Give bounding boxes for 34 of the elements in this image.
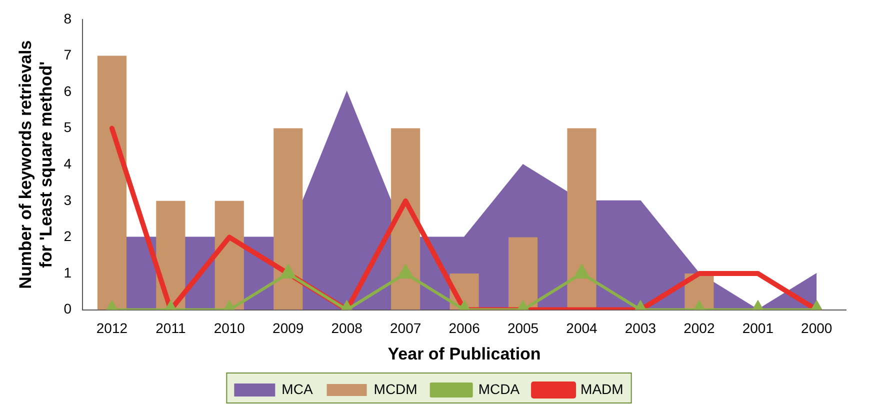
y-tick-label: 7: [64, 46, 72, 63]
bar: [508, 237, 538, 310]
bar: [97, 56, 126, 310]
x-tick-label: 2004: [566, 320, 598, 336]
x-tick-label: 2010: [214, 320, 246, 336]
bar: [391, 128, 420, 310]
y-tick-label: 3: [64, 192, 72, 208]
y-tick-label: 4: [64, 155, 72, 172]
x-tick-label: 2011: [156, 320, 186, 336]
x-tick-label: 2009: [272, 320, 304, 336]
x-tick-label: 2003: [624, 320, 656, 336]
bar: [567, 128, 596, 310]
x-tick-label: 2002: [684, 320, 715, 336]
y-tick-label: 8: [64, 10, 72, 26]
bar: [214, 200, 244, 310]
x-tick-label: 2007: [390, 320, 422, 336]
x-tick-label: 2005: [507, 320, 539, 336]
y-tick-label: 1: [64, 264, 72, 280]
y-tick-label: 5: [64, 119, 72, 136]
x-tick-label: 2006: [448, 320, 480, 336]
bar: [274, 128, 303, 310]
legend-label: MADM: [580, 380, 624, 397]
x-tick-label: 2001: [742, 320, 774, 336]
y-tick-label: 2: [64, 228, 72, 244]
x-tick-label: 2008: [331, 320, 363, 336]
legend-label: MCA: [282, 380, 314, 397]
y-axis-title: Number of keywords retrievals for 'Least square method': [16, 40, 56, 289]
legend-label: MCDA: [478, 380, 520, 397]
y-tick-label: 6: [64, 82, 72, 99]
legend-label: MCDM: [374, 380, 418, 397]
x-axis-title: Year of Publication: [388, 344, 541, 364]
x-tick-label: 2000: [801, 320, 832, 336]
y-tick-label: 0: [64, 300, 72, 317]
x-tick-label: 2012: [96, 320, 128, 336]
